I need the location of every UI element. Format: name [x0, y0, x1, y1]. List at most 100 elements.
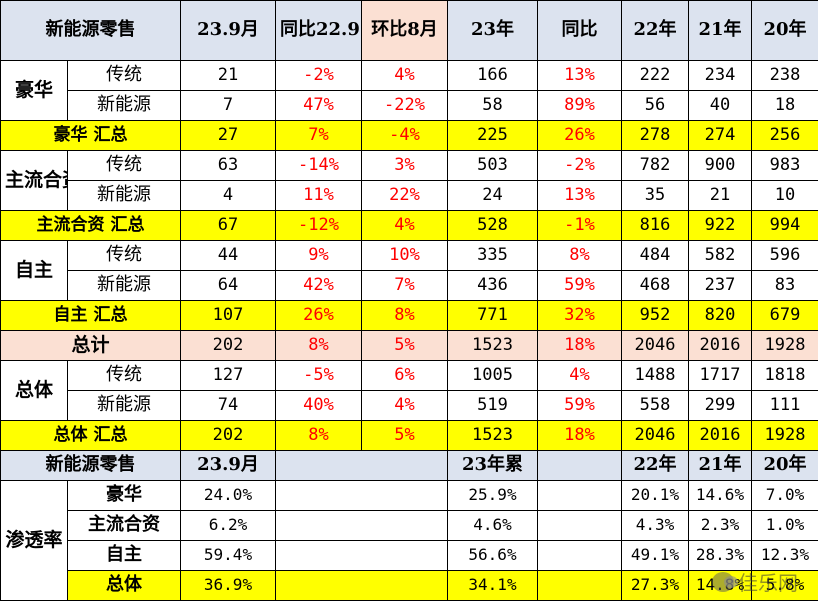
- table-row: 新能源 74 40% 4% 519 59% 558 299 111: [1, 391, 818, 421]
- cell-yoy2: 59%: [538, 391, 622, 421]
- cell-y22: 4.3%: [622, 511, 689, 541]
- cell-y21: 2016: [689, 421, 752, 451]
- cell-y22: 27.3%: [622, 571, 689, 601]
- cell-y21: 40: [689, 91, 752, 121]
- penetration-row-label: 主流合资: [68, 511, 181, 541]
- cell-yoy: 7%: [276, 121, 362, 151]
- cell-mom: -22%: [362, 91, 448, 121]
- group-label: 主流合资: [1, 151, 68, 211]
- cell-mom: 4%: [362, 61, 448, 91]
- cell-yoy2: -1%: [538, 211, 622, 241]
- cell-mom: 6%: [362, 361, 448, 391]
- cell-y21: 2016: [689, 331, 752, 361]
- header-yoy: 同比22.9: [276, 1, 362, 61]
- cell-y21: 237: [689, 271, 752, 301]
- cell-month: 202: [181, 421, 276, 451]
- cell-month: 74: [181, 391, 276, 421]
- subtotal-label: 豪华 汇总: [1, 121, 181, 151]
- cell-y20: 7.0%: [752, 481, 818, 511]
- cell-y21: 922: [689, 211, 752, 241]
- penetration-row: 总体 36.9% 34.1% 27.3% 14.8% 5.8%: [1, 571, 818, 601]
- table-row: 新能源 7 47% -22% 58 89% 56 40 18: [1, 91, 818, 121]
- header-title: 新能源零售: [1, 1, 181, 61]
- cell-y22: 1488: [622, 361, 689, 391]
- cell-y23: 1523: [448, 421, 538, 451]
- cell-yoy2: 18%: [538, 421, 622, 451]
- cell-y22: 816: [622, 211, 689, 241]
- cell-y22: 468: [622, 271, 689, 301]
- cell-y23: 58: [448, 91, 538, 121]
- group-label: 自主: [1, 241, 68, 301]
- cell-mom: 5%: [362, 331, 448, 361]
- penetration-label: 渗透率: [1, 481, 68, 601]
- cell-mom: 8%: [362, 301, 448, 331]
- group-label: 豪华: [1, 61, 68, 121]
- subtotal-row: 主流合资 汇总 67 -12% 4% 528 -1% 816 922 994: [1, 211, 818, 241]
- cell-y20: 18: [752, 91, 818, 121]
- subtotal-label: 主流合资 汇总: [1, 211, 181, 241]
- cell-month: 36.9%: [181, 571, 276, 601]
- penetration-header-title: 新能源零售: [1, 451, 181, 481]
- cell-y21: 820: [689, 301, 752, 331]
- cell-yoy2: -2%: [538, 151, 622, 181]
- cell-y22: 56: [622, 91, 689, 121]
- row-label: 传统: [68, 151, 181, 181]
- table-row: 总体 传统 127 -5% 6% 1005 4% 1488 1717 1818: [1, 361, 818, 391]
- row-label: 新能源: [68, 91, 181, 121]
- cell-y20: 1928: [752, 421, 818, 451]
- table-row: 自主 传统 44 9% 10% 335 8% 484 582 596: [1, 241, 818, 271]
- penetration-row: 渗透率 豪华 24.0% 25.9% 20.1% 14.6% 7.0%: [1, 481, 818, 511]
- row-label: 传统: [68, 361, 181, 391]
- cell-y23: 56.6%: [448, 541, 538, 571]
- cell-month: 59.4%: [181, 541, 276, 571]
- cell-y20: 1818: [752, 361, 818, 391]
- table-row: 主流合资 传统 63 -14% 3% 503 -2% 782 900 983: [1, 151, 818, 181]
- cell-y23: 225: [448, 121, 538, 151]
- cell-y20: 12.3%: [752, 541, 818, 571]
- cell-mom: 10%: [362, 241, 448, 271]
- cell-y22: 49.1%: [622, 541, 689, 571]
- cell-y23: 34.1%: [448, 571, 538, 601]
- blank-cell: [538, 541, 622, 571]
- cell-yoy: 42%: [276, 271, 362, 301]
- cell-y21: 2.3%: [689, 511, 752, 541]
- row-label: 新能源: [68, 181, 181, 211]
- cell-yoy: 9%: [276, 241, 362, 271]
- penetration-row: 主流合资 6.2% 4.6% 4.3% 2.3% 1.0%: [1, 511, 818, 541]
- cell-y20: 83: [752, 271, 818, 301]
- cell-y20: 10: [752, 181, 818, 211]
- cell-yoy: 47%: [276, 91, 362, 121]
- cell-yoy2: 13%: [538, 181, 622, 211]
- cell-y20: 983: [752, 151, 818, 181]
- cell-yoy2: 13%: [538, 61, 622, 91]
- penetration-header-y23cum: 23年累: [448, 451, 538, 481]
- cell-y22: 278: [622, 121, 689, 151]
- blank-cell: [538, 481, 622, 511]
- total-row: 总计 202 8% 5% 1523 18% 2046 2016 1928: [1, 331, 818, 361]
- table-row: 新能源 64 42% 7% 436 59% 468 237 83: [1, 271, 818, 301]
- blank-cell: [276, 541, 448, 571]
- cell-y23: 25.9%: [448, 481, 538, 511]
- cell-month: 63: [181, 151, 276, 181]
- cell-yoy2: 4%: [538, 361, 622, 391]
- cell-month: 21: [181, 61, 276, 91]
- cell-yoy: -14%: [276, 151, 362, 181]
- cell-mom: -4%: [362, 121, 448, 151]
- cell-y22: 35: [622, 181, 689, 211]
- blank-cell: [276, 481, 448, 511]
- cell-y22: 2046: [622, 331, 689, 361]
- cell-y23: 503: [448, 151, 538, 181]
- penetration-header-y22: 22年: [622, 451, 689, 481]
- cell-month: 27: [181, 121, 276, 151]
- cell-yoy: 8%: [276, 331, 362, 361]
- header-mom: 环比8月: [362, 1, 448, 61]
- cell-month: 7: [181, 91, 276, 121]
- cell-mom: 4%: [362, 391, 448, 421]
- cell-y21: 234: [689, 61, 752, 91]
- header-y21: 21年: [689, 1, 752, 61]
- blank-cell: [538, 511, 622, 541]
- blank-cell: [276, 571, 448, 601]
- subtotal-row: 豪华 汇总 27 7% -4% 225 26% 278 274 256: [1, 121, 818, 151]
- cell-y22: 20.1%: [622, 481, 689, 511]
